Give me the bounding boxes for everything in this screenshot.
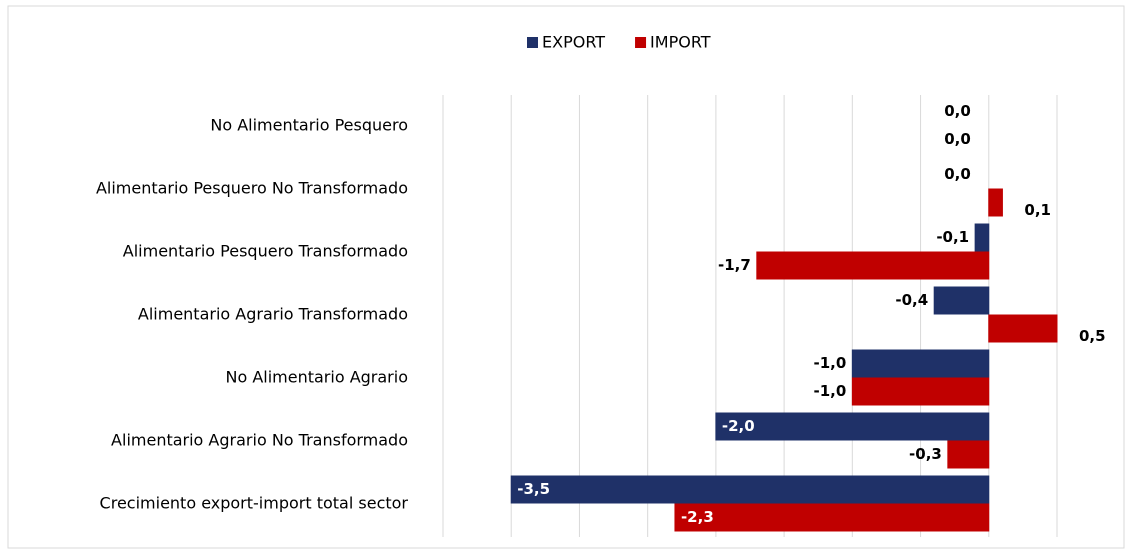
data-label: -1,0 xyxy=(814,354,847,372)
bar xyxy=(933,286,990,315)
data-label: -0,3 xyxy=(909,445,942,463)
bar xyxy=(851,349,990,378)
category-label: Alimentario Agrario No Transformado xyxy=(111,431,408,450)
category-label: No Alimentario Agrario xyxy=(225,368,408,387)
bar xyxy=(988,188,1003,217)
bar xyxy=(974,223,990,252)
data-label: -0,4 xyxy=(895,291,928,309)
bar xyxy=(715,412,990,441)
category-label: Alimentario Pesquero No Transformado xyxy=(96,179,408,198)
legend-swatch xyxy=(635,37,647,48)
data-label: 0,0 xyxy=(944,102,971,120)
bar xyxy=(988,314,1058,343)
bar xyxy=(947,440,990,469)
bar xyxy=(851,377,990,406)
data-label: -2,3 xyxy=(681,508,714,526)
data-label: -3,5 xyxy=(517,480,550,498)
category-label: Crecimiento export-import total sector xyxy=(100,494,409,513)
data-label: 0,1 xyxy=(1024,201,1051,219)
data-label: 0,0 xyxy=(944,130,971,148)
data-label: -1,0 xyxy=(814,382,847,400)
category-label: Alimentario Pesquero Transformado xyxy=(123,242,408,261)
data-label: 0,0 xyxy=(944,165,971,183)
legend-swatch xyxy=(527,37,538,48)
legend-label: IMPORT xyxy=(650,33,711,52)
data-label: 0,5 xyxy=(1079,327,1106,345)
data-label: -0,1 xyxy=(936,228,969,246)
data-label: -1,7 xyxy=(718,256,751,274)
category-label: No Alimentario Pesquero xyxy=(210,116,408,135)
bar xyxy=(674,503,990,532)
legend-label: EXPORT xyxy=(542,33,605,52)
data-label: -2,0 xyxy=(722,417,755,435)
bar xyxy=(756,251,990,280)
category-label: Alimentario Agrario Transformado xyxy=(138,305,408,324)
bar xyxy=(510,475,990,504)
